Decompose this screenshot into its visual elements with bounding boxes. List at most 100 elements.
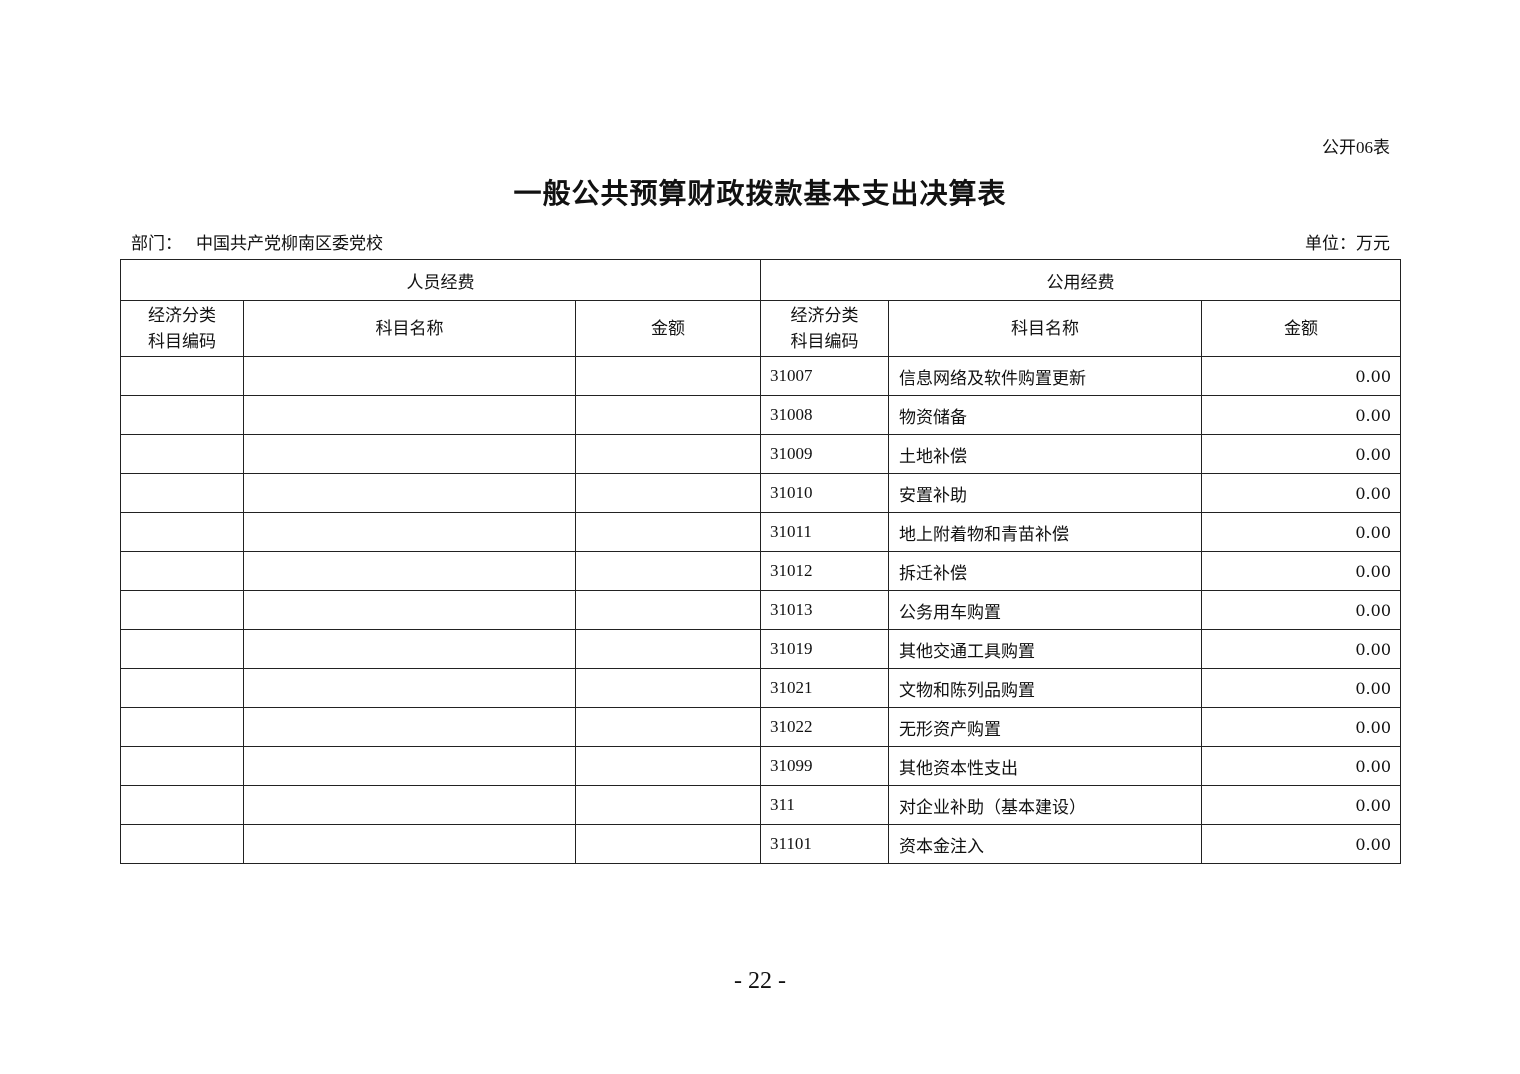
page-number: - 22 - (734, 968, 786, 994)
personnel-header: 人员经费 (120, 259, 761, 301)
public-name-cell: 安置补助 (888, 473, 1202, 513)
personnel-name-cell (243, 746, 576, 786)
personnel-amount-cell (575, 629, 761, 669)
personnel-amount-cell (575, 356, 761, 396)
public-name-cell: 无形资产购置 (888, 707, 1202, 747)
department-label: 部门： (131, 234, 182, 253)
public-amount-cell: 0.00 (1201, 668, 1401, 708)
public-amount-cell: 0.00 (1201, 473, 1401, 513)
public-code-cell: 311 (760, 785, 889, 825)
public-amount-cell: 0.00 (1201, 746, 1401, 786)
amount-header: 金额 (1201, 300, 1401, 357)
public-code-cell: 31009 (760, 434, 889, 474)
personnel-code-cell (120, 434, 244, 474)
public-name-cell: 文物和陈列品购置 (888, 668, 1202, 708)
personnel-code-cell (120, 356, 244, 396)
public-name-cell: 信息网络及软件购置更新 (888, 356, 1202, 396)
code-header-line1: 经济分类 (790, 305, 859, 325)
personnel-amount-cell (575, 746, 761, 786)
table-row: 31009 土地补偿 0.00 (120, 434, 1401, 474)
personnel-name-cell (243, 629, 576, 669)
public-name-cell: 其他交通工具购置 (888, 629, 1202, 669)
public-amount-cell: 0.00 (1201, 707, 1401, 747)
personnel-name-cell (243, 551, 576, 591)
table-row: 31013 公务用车购置 0.00 (120, 590, 1401, 630)
personnel-name-cell (243, 590, 576, 630)
public-name-cell: 公务用车购置 (888, 590, 1202, 630)
personnel-code-cell (120, 707, 244, 747)
public-amount-cell: 0.00 (1201, 824, 1401, 864)
table-row: 31010 安置补助 0.00 (120, 473, 1401, 513)
code-header: 经济分类 科目编码 (760, 300, 889, 357)
public-code-cell: 31011 (760, 512, 889, 552)
personnel-name-cell (243, 356, 576, 396)
expenditure-table: 人员经费 公用经费 经济分类科目编码 科目名称 金额 经济分类科目编码 科目名称… (120, 259, 1401, 864)
public-amount-cell: 0.00 (1201, 629, 1401, 669)
public-name-cell: 物资储备 (888, 395, 1202, 435)
personnel-name-cell (243, 824, 576, 864)
public-name-cell: 地上附着物和青苗补偿 (888, 512, 1202, 552)
page-title: 一般公共预算财政拨款基本支出决算表 (513, 179, 1007, 210)
public-amount-cell: 0.00 (1201, 512, 1401, 552)
public-code-cell: 31101 (760, 824, 889, 864)
department-name: 中国共产党柳南区委党校 (196, 234, 383, 253)
public-name-cell: 土地补偿 (888, 434, 1202, 474)
personnel-code-cell (120, 824, 244, 864)
personnel-amount-cell (575, 785, 761, 825)
personnel-name-cell (243, 473, 576, 513)
unit-label: 单位：万元 (1305, 234, 1390, 253)
table-row: 31012 拆迁补偿 0.00 (120, 551, 1401, 591)
table-row: 31022 无形资产购置 0.00 (120, 707, 1401, 747)
code-header: 经济分类 科目编码 (120, 300, 244, 357)
group-header-row: 人员经费 公用经费 (120, 259, 1401, 301)
personnel-name-cell (243, 668, 576, 708)
personnel-name-cell (243, 434, 576, 474)
public-amount-cell: 0.00 (1201, 356, 1401, 396)
personnel-code-cell (120, 590, 244, 630)
code-header-line2: 科目编码 (790, 331, 859, 351)
public-name-cell: 拆迁补偿 (888, 551, 1202, 591)
personnel-amount-cell (575, 551, 761, 591)
personnel-amount-cell (575, 473, 761, 513)
public-code-cell: 31021 (760, 668, 889, 708)
public-name-cell: 其他资本性支出 (888, 746, 1202, 786)
personnel-amount-cell (575, 512, 761, 552)
personnel-amount-cell (575, 434, 761, 474)
code-header-line1: 经济分类 (148, 305, 216, 325)
department: 部门： 中国共产党柳南区委党校 (131, 229, 397, 254)
personnel-name-cell (243, 785, 576, 825)
table-row: 31008 物资储备 0.00 (120, 395, 1401, 435)
public-code-cell: 31019 (760, 629, 889, 669)
public-code-cell: 31008 (760, 395, 889, 435)
personnel-code-cell (120, 629, 244, 669)
personnel-code-cell (120, 473, 244, 513)
table-row: 31019 其他交通工具购置 0.00 (120, 629, 1401, 669)
personnel-code-cell (120, 395, 244, 435)
personnel-amount-cell (575, 590, 761, 630)
table-row: 31099 其他资本性支出 0.00 (120, 746, 1401, 786)
public-code-cell: 31012 (760, 551, 889, 591)
public-amount-cell: 0.00 (1201, 551, 1401, 591)
name-header: 科目名称 (243, 300, 576, 357)
personnel-amount-cell (575, 824, 761, 864)
public-amount-cell: 0.00 (1201, 785, 1401, 825)
public-amount-cell: 0.00 (1201, 395, 1401, 435)
public-code-cell: 31010 (760, 473, 889, 513)
code-header-line2: 科目编码 (148, 331, 216, 351)
form-number: 公开06表 (1322, 138, 1390, 157)
table-row: 31021 文物和陈列品购置 0.00 (120, 668, 1401, 708)
name-header: 科目名称 (888, 300, 1202, 357)
personnel-name-cell (243, 707, 576, 747)
public-code-cell: 31007 (760, 356, 889, 396)
personnel-code-cell (120, 551, 244, 591)
personnel-code-cell (120, 668, 244, 708)
public-amount-cell: 0.00 (1201, 590, 1401, 630)
personnel-code-cell (120, 512, 244, 552)
table-row: 31101 资本金注入 0.00 (120, 824, 1401, 864)
public-header: 公用经费 (760, 259, 1401, 301)
personnel-amount-cell (575, 668, 761, 708)
public-code-cell: 31013 (760, 590, 889, 630)
public-code-cell: 31022 (760, 707, 889, 747)
public-code-cell: 31099 (760, 746, 889, 786)
table-row: 31007 信息网络及软件购置更新 0.00 (120, 356, 1401, 396)
